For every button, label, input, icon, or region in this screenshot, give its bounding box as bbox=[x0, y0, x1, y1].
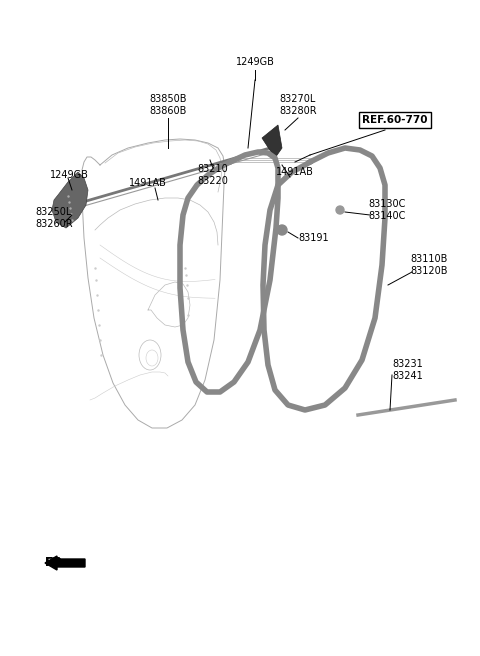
Text: 1249GB: 1249GB bbox=[236, 57, 275, 67]
Polygon shape bbox=[262, 125, 282, 158]
Text: 83210
83220: 83210 83220 bbox=[198, 164, 228, 186]
Text: 1491AB: 1491AB bbox=[276, 167, 314, 177]
Circle shape bbox=[277, 225, 287, 235]
Text: 83191: 83191 bbox=[298, 233, 329, 243]
Text: REF.60-770: REF.60-770 bbox=[362, 115, 428, 125]
Text: 83250L
83260R: 83250L 83260R bbox=[35, 207, 72, 229]
Text: 83850B
83860B: 83850B 83860B bbox=[149, 94, 187, 116]
FancyArrow shape bbox=[45, 556, 85, 570]
Text: FR.: FR. bbox=[45, 556, 68, 569]
Text: 1249GB: 1249GB bbox=[50, 170, 89, 180]
Text: FR.: FR. bbox=[45, 556, 68, 569]
Text: 83110B
83120B: 83110B 83120B bbox=[410, 254, 447, 276]
Text: 83270L
83280R: 83270L 83280R bbox=[279, 94, 317, 116]
Polygon shape bbox=[52, 172, 88, 228]
Circle shape bbox=[336, 206, 344, 214]
Text: 1491AB: 1491AB bbox=[129, 178, 167, 188]
Text: 83130C
83140C: 83130C 83140C bbox=[368, 199, 406, 221]
Text: 83231
83241: 83231 83241 bbox=[392, 359, 423, 380]
